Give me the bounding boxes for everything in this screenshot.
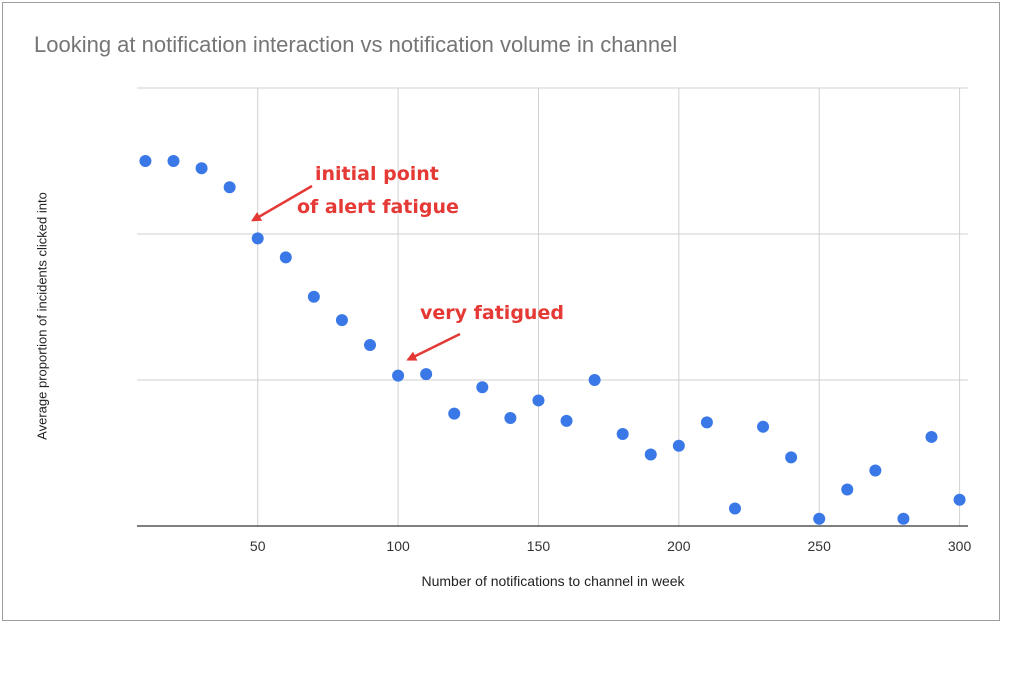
data-point (532, 394, 545, 407)
chart-title: Looking at notification interaction vs n… (34, 32, 678, 57)
data-point (869, 464, 882, 477)
data-point (307, 290, 320, 303)
data-point (504, 411, 517, 424)
data-point (588, 374, 601, 386)
data-point (672, 439, 685, 452)
x-tick-label: 150 (527, 538, 551, 554)
data-point (560, 414, 573, 427)
x-tick-label: 200 (667, 538, 691, 554)
data-point (953, 493, 966, 506)
data-point (813, 512, 826, 525)
data-point (785, 451, 798, 464)
data-point (757, 420, 770, 433)
annotation-text: of alert fatigue (297, 196, 459, 218)
data-point (392, 369, 405, 382)
data-point (841, 483, 854, 496)
data-point (448, 407, 461, 420)
data-point (251, 232, 264, 245)
data-point (897, 512, 910, 525)
x-tick-label: 50 (250, 538, 266, 554)
data-point (616, 428, 629, 441)
data-point (223, 181, 236, 194)
data-point (364, 338, 377, 351)
data-point (700, 416, 713, 429)
x-tick-label: 250 (808, 538, 832, 554)
x-tick-label: 100 (386, 538, 410, 554)
data-point (925, 430, 938, 443)
data-point (644, 448, 657, 461)
annotation-arrow (406, 332, 461, 361)
chart-frame (2, 2, 1000, 621)
data-point (728, 502, 741, 515)
annotation-text: initial point (315, 163, 439, 185)
data-point (420, 368, 433, 381)
x-tick-label: 300 (948, 538, 972, 554)
data-point (167, 155, 180, 167)
data-point (476, 381, 489, 394)
data-point (335, 314, 348, 327)
x-axis-label: Number of notifications to channel in we… (421, 573, 685, 589)
data-point (279, 251, 292, 264)
annotation-text: very fatigued (420, 302, 564, 324)
data-point (139, 155, 152, 167)
data-point (195, 162, 208, 175)
annotation-arrow (250, 184, 313, 222)
